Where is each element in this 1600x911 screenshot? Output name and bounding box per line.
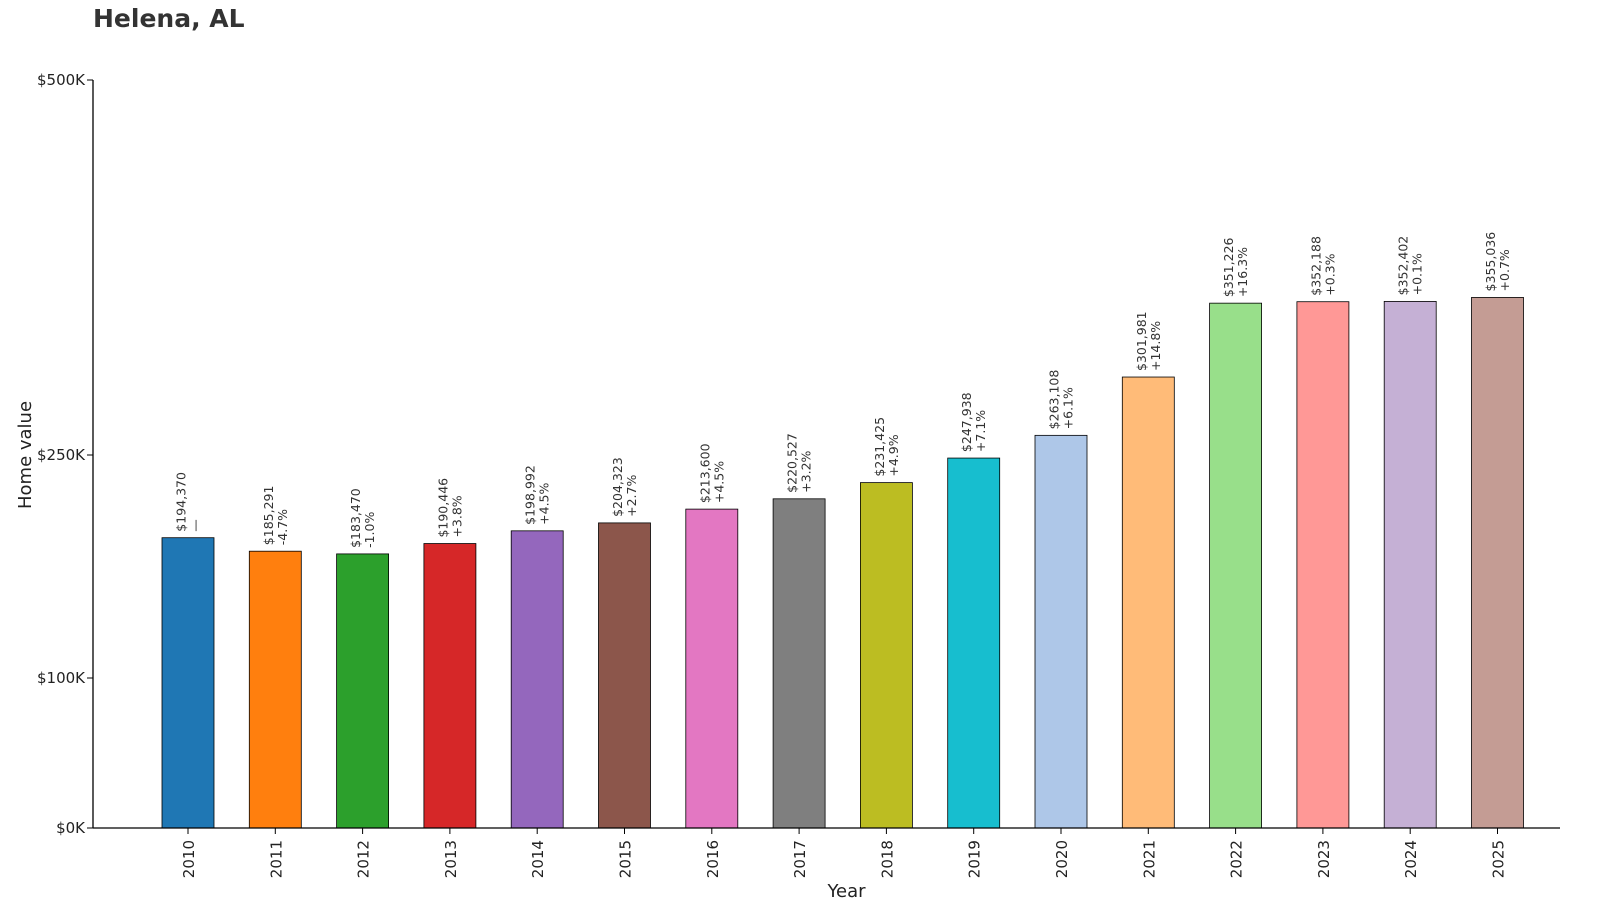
x-tick-label-2024: 2024 [1402, 840, 1420, 878]
chart-title: Helena, AL [93, 4, 245, 33]
value-label-2025: $355,036 [1483, 232, 1498, 292]
bar-2025 [1471, 297, 1524, 829]
value-label-2019: $247,938 [959, 392, 974, 452]
change-label-2015: +2.7% [624, 475, 639, 517]
bar-2019 [947, 457, 1001, 829]
change-label-2014: +4.5% [537, 482, 552, 524]
bars-group [161, 297, 1524, 829]
x-tick-label-2023: 2023 [1315, 840, 1333, 878]
change-label-2024: +0.1% [1410, 253, 1425, 295]
y-axis-label: Home value [15, 401, 36, 509]
change-label-2012: -1.0% [362, 512, 377, 548]
change-label-2021: +14.8% [1148, 321, 1163, 371]
x-tick-label-2010: 2010 [180, 840, 198, 878]
value-label-2013: $190,446 [435, 478, 450, 538]
value-label-2016: $213,600 [697, 443, 712, 503]
x-tick-label-2015: 2015 [617, 840, 635, 878]
value-label-2024: $352,402 [1396, 236, 1411, 296]
bar-2020 [1034, 434, 1088, 829]
value-label-2014: $198,992 [523, 465, 538, 525]
change-label-2017: +3.2% [799, 450, 814, 492]
change-label-2011: -4.7% [275, 509, 290, 545]
change-label-2022: +16.3% [1235, 247, 1250, 297]
x-axis-ticks: 2010 2011 2012 2013 2014 2015 2016 2017 2018 2019… [180, 828, 1508, 878]
value-label-2011: $185,291 [261, 486, 276, 546]
bar-2015 [598, 522, 651, 829]
bar-2017 [772, 498, 826, 829]
bar-2016 [685, 508, 739, 829]
x-tick-label-2013: 2013 [442, 840, 460, 878]
x-tick-label-2022: 2022 [1228, 840, 1246, 878]
x-tick-label-2021: 2021 [1140, 840, 1158, 878]
change-label-2019: +7.1% [973, 410, 988, 452]
x-tick-label-2019: 2019 [966, 840, 984, 878]
x-axis-label: Year [826, 881, 866, 902]
bar-2022 [1209, 302, 1262, 829]
change-label-2025: +0.7% [1497, 249, 1512, 291]
y-tick-label: $250K [37, 446, 86, 464]
change-label-2013: +3.8% [449, 495, 464, 537]
value-label-2015: $204,323 [610, 457, 625, 517]
x-tick-label-2025: 2025 [1490, 840, 1508, 878]
bar-2014 [510, 530, 564, 829]
data-labels-group: $194,370— $185,291 -4.7% $183,470 -1.0% $190,… [174, 232, 1513, 548]
bar-2012 [336, 553, 390, 829]
value-label-2017: $220,527 [785, 433, 800, 493]
change-label-2023: +0.3% [1322, 253, 1337, 295]
bar-2021 [1121, 376, 1175, 829]
x-tick-label-2011: 2011 [267, 840, 285, 878]
change-label-2020: +6.1% [1061, 387, 1076, 429]
value-label-2020: $263,108 [1047, 370, 1062, 430]
y-tick-label: $100K [37, 669, 86, 687]
value-label-2022: $351,226 [1221, 237, 1236, 297]
bar-2013 [423, 543, 477, 829]
bar-2018 [860, 482, 913, 829]
value-label-2012: $183,470 [348, 488, 363, 548]
x-tick-label-2017: 2017 [791, 840, 809, 878]
x-tick-label-2020: 2020 [1053, 840, 1071, 878]
change-label-2010: — [188, 519, 203, 532]
change-label-2018: +4.9% [886, 434, 901, 476]
bar-2011 [248, 550, 302, 829]
value-label-2010: $194,370 [174, 472, 189, 532]
y-tick-label: $0K [56, 819, 86, 837]
y-tick-label: $500K [37, 71, 86, 89]
value-label-2018: $231,425 [872, 417, 887, 477]
x-tick-label-2014: 2014 [529, 840, 547, 878]
value-label-2021: $301,981 [1134, 311, 1149, 371]
x-tick-label-2018: 2018 [878, 840, 896, 878]
change-label-2016: +4.5% [711, 461, 726, 503]
bar-2024 [1383, 300, 1437, 829]
y-axis-ticks: $0K $100K $250K $500K [37, 71, 93, 837]
bar-2023 [1296, 301, 1350, 829]
x-tick-label-2016: 2016 [704, 840, 722, 878]
bar-2010 [161, 537, 215, 829]
value-label-2023: $352,188 [1308, 236, 1323, 296]
x-tick-label-2012: 2012 [355, 840, 373, 878]
